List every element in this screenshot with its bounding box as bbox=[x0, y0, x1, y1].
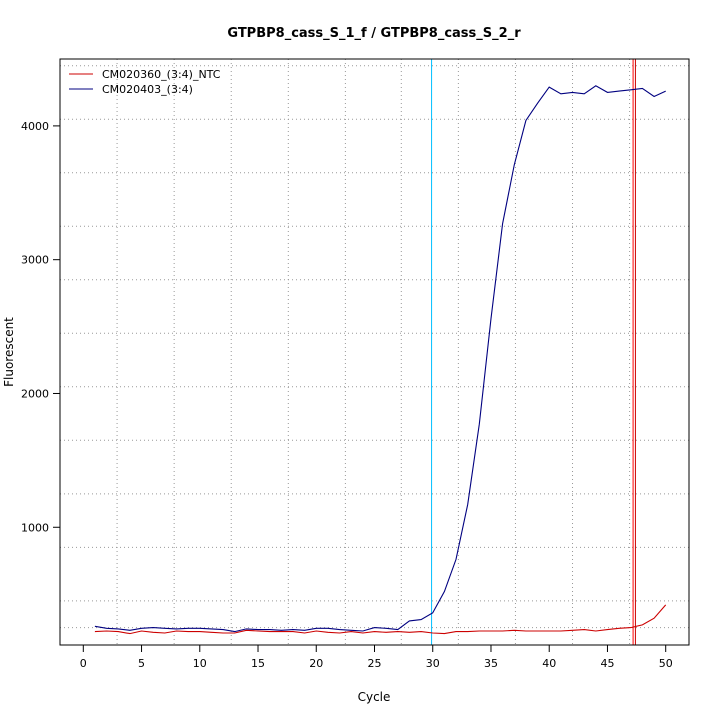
series-line bbox=[94, 85, 666, 633]
x-tick-label: 10 bbox=[193, 657, 207, 670]
x-tick-label: 5 bbox=[138, 657, 145, 670]
y-tick-label: 3000 bbox=[21, 254, 49, 267]
series-line bbox=[94, 604, 667, 635]
chart-title: GTPBP8_cass_S_1_f / GTPBP8_cass_S_2_r bbox=[227, 26, 521, 41]
x-tick-label: 35 bbox=[484, 657, 498, 670]
x-tick-label: 45 bbox=[600, 657, 614, 670]
y-tick-label: 2000 bbox=[21, 387, 49, 400]
threshold-lines bbox=[431, 59, 636, 645]
legend: CM020360_(3:4)_NTC CM020403_(3:4) bbox=[69, 68, 221, 96]
y-axis: 1000 2000 3000 4000 bbox=[21, 120, 61, 534]
series-layer bbox=[94, 85, 667, 635]
x-tick-label: 25 bbox=[368, 657, 382, 670]
x-tick-label: 20 bbox=[309, 657, 323, 670]
legend-label: CM020360_(3:4)_NTC bbox=[102, 68, 221, 81]
y-axis-title: Fluorescent bbox=[2, 317, 16, 387]
y-tick-label: 4000 bbox=[21, 120, 49, 133]
x-tick-label: 30 bbox=[426, 657, 440, 670]
plot-frame bbox=[59, 58, 690, 646]
x-tick-label: 50 bbox=[659, 657, 673, 670]
x-axis: 0 5 10 15 20 25 30 35 40 45 50 bbox=[80, 644, 673, 670]
legend-label: CM020403_(3:4) bbox=[102, 83, 193, 96]
x-axis-title: Cycle bbox=[358, 690, 391, 704]
x-tick-label: 40 bbox=[542, 657, 556, 670]
y-tick-label: 1000 bbox=[21, 521, 49, 534]
x-tick-label: 0 bbox=[80, 657, 87, 670]
x-tick-label: 15 bbox=[251, 657, 265, 670]
grid-layer bbox=[60, 59, 689, 645]
